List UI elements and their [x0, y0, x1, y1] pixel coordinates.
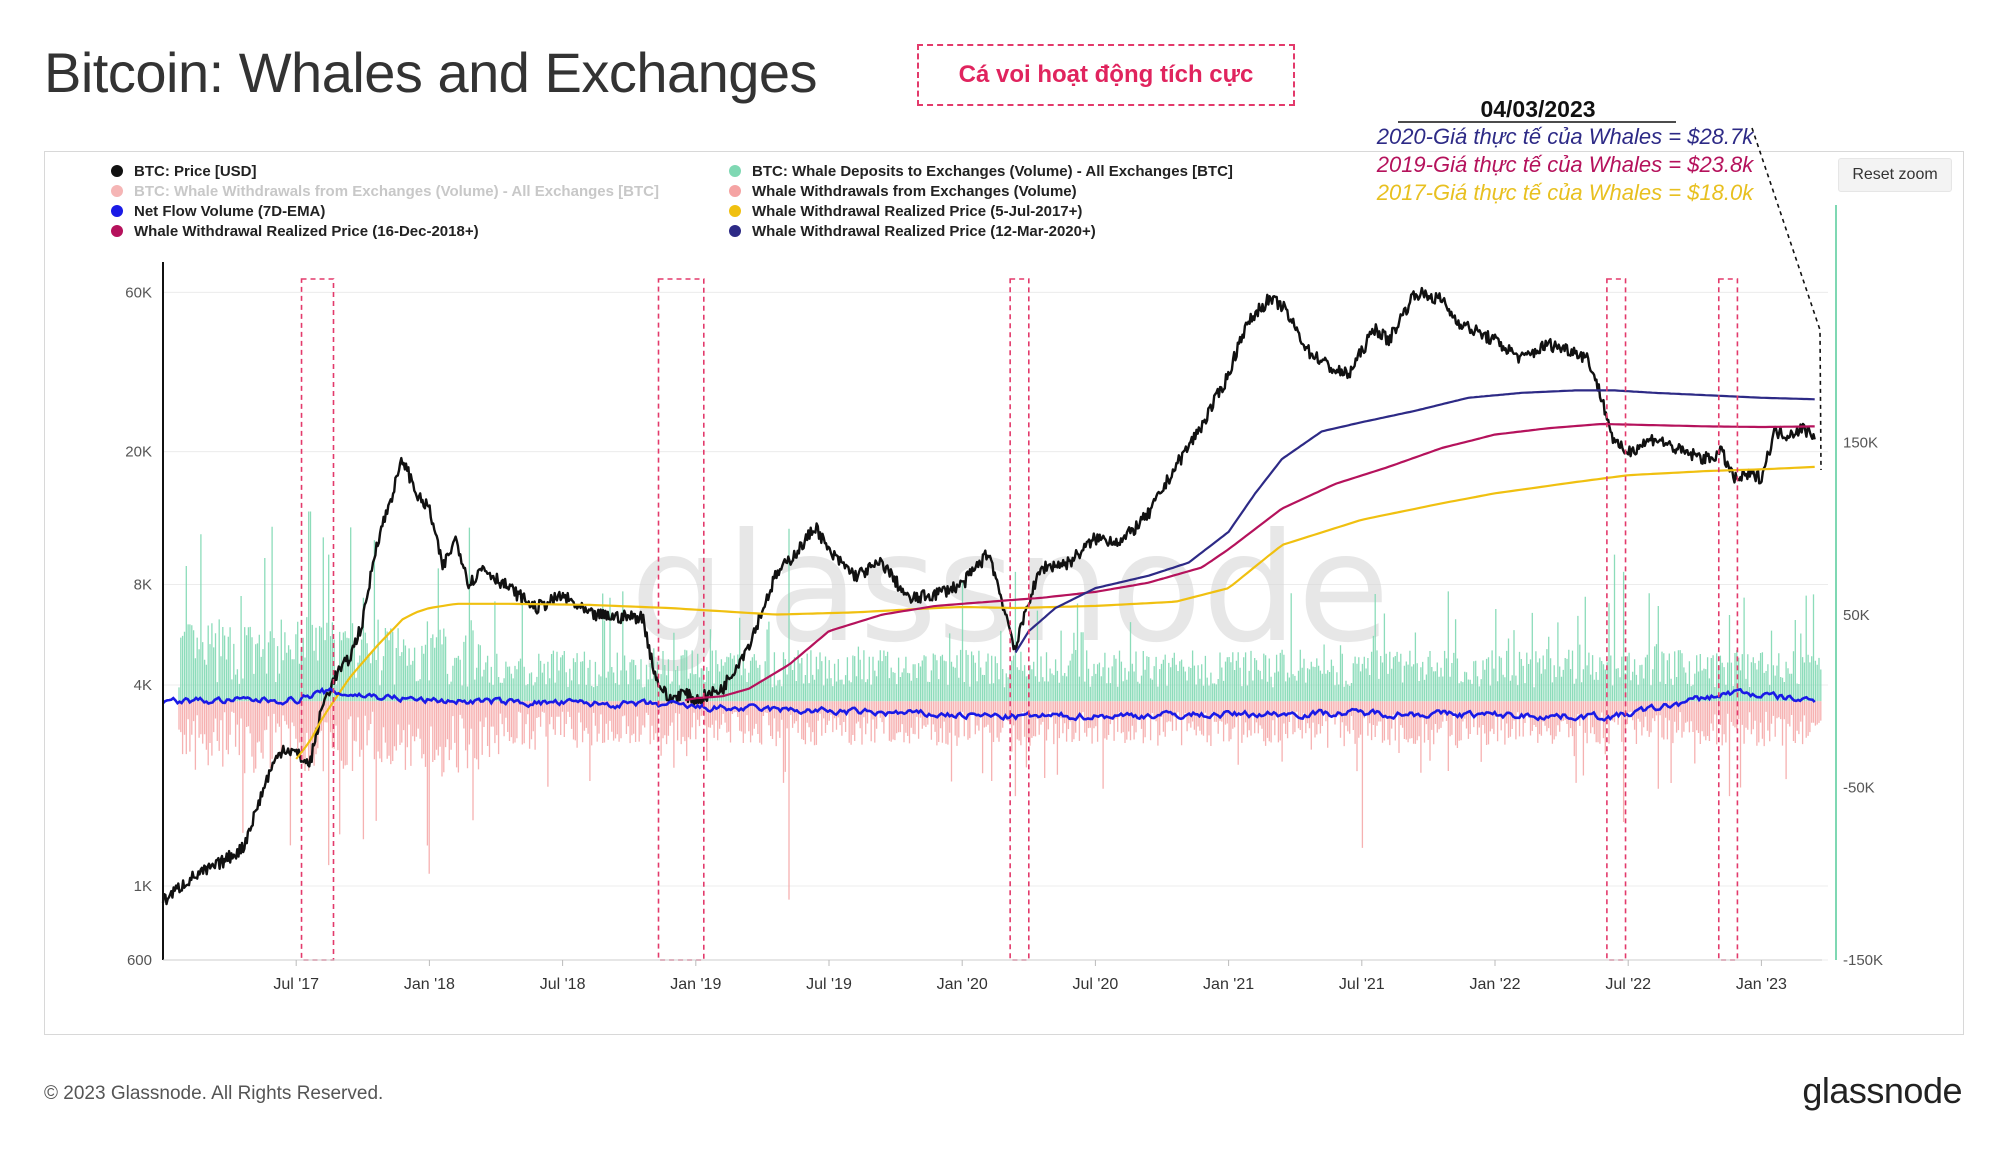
legend-item[interactable]: Net Flow Volume (7D-EMA): [134, 203, 325, 220]
annotation-date: 04/03/2023: [1480, 96, 1595, 122]
x-tick-label: Jul '22: [1605, 976, 1651, 993]
axes: 600 1K 4K 8K 20K 60K -150K -50K 50K 150K Jul '17 Ja…: [125, 205, 1883, 993]
y-left-tick-label: 4K: [134, 677, 152, 694]
y-left-tick-label: 20K: [125, 444, 152, 461]
callout-box: Cá voi hoạt động tích cực: [917, 44, 1295, 106]
annotation-line: 2019-Giá thực tế của Whales = $23.8k: [1376, 152, 1755, 177]
x-tick-label: Jan '20: [937, 976, 988, 993]
y-right-tick-label: 50K: [1843, 607, 1870, 624]
x-tick-label: Jan '18: [404, 976, 455, 993]
legend-marker: [729, 185, 741, 197]
series-lines: [161, 286, 1816, 906]
legend-item[interactable]: Whale Withdrawal Realized Price (5-Jul-2…: [752, 203, 1082, 220]
x-tick-label: Jul '20: [1073, 976, 1119, 993]
x-tick-label: Jul '21: [1339, 976, 1385, 993]
y-left-tick-label: 1K: [134, 878, 152, 895]
legend-item[interactable]: Whale Withdrawal Realized Price (12-Mar-…: [752, 223, 1096, 240]
chart-frame: [44, 151, 1964, 1035]
highlight-period: [1606, 278, 1627, 961]
annotation-line: 2017-Giá thực tế của Whales = $18.0k: [1376, 180, 1755, 205]
highlight-period: [1009, 278, 1030, 961]
legend: BTC: Price [USD] BTC: Whale Deposits to E…: [111, 163, 1233, 240]
x-tick-label: Jul '18: [540, 976, 586, 993]
y-left-tick-label: 600: [127, 952, 152, 969]
highlight-period: [300, 278, 335, 961]
whale-withdrawals-bars: [178, 701, 1822, 900]
legend-item[interactable]: BTC: Price [USD]: [134, 163, 257, 180]
legend-item[interactable]: BTC: Whale Withdrawals from Exchanges (V…: [134, 183, 659, 200]
legend-marker: [729, 225, 741, 237]
realized-price-line: [1014, 389, 1815, 654]
footer-logo: glassnode: [1802, 1070, 1962, 1111]
x-tick-label: Jan '22: [1469, 976, 1520, 993]
legend-item[interactable]: Whale Withdrawals from Exchanges (Volume…: [752, 183, 1077, 200]
legend-marker: [111, 165, 123, 177]
reset-zoom-button[interactable]: Reset zoom: [1838, 158, 1952, 192]
annotation-line: 2020-Giá thực tế của Whales = $28.7k: [1376, 124, 1755, 149]
y-left-tick-label: 60K: [125, 284, 152, 301]
x-tick-label: Jan '19: [670, 976, 721, 993]
footer-copyright: © 2023 Glassnode. All Rights Reserved.: [44, 1083, 384, 1104]
x-tick-label: Jul '17: [273, 976, 319, 993]
legend-marker: [729, 205, 741, 217]
net-flow-line: [162, 686, 1816, 722]
x-tick-label: Jan '23: [1736, 976, 1787, 993]
legend-marker: [729, 165, 741, 177]
highlight-period: [1717, 278, 1739, 961]
x-tick-label: Jan '21: [1203, 976, 1254, 993]
y-right-tick-label: -50K: [1843, 780, 1875, 797]
x-tick-label: Jul '19: [806, 976, 852, 993]
btc-price-line: [161, 286, 1816, 906]
legend-marker: [111, 225, 123, 237]
legend-marker: [111, 185, 123, 197]
realized-price-line: [684, 422, 1815, 702]
y-right-tick-label: -150K: [1843, 952, 1883, 969]
page-title: Bitcoin: Whales and Exchanges: [44, 41, 818, 104]
y-right-tick-label: 150K: [1843, 435, 1878, 452]
annotation-pointer: [1751, 127, 1822, 471]
y-left-tick-label: 8K: [134, 576, 152, 593]
volume-bars: [178, 511, 1822, 900]
legend-marker: [111, 205, 123, 217]
legend-item[interactable]: Whale Withdrawal Realized Price (16-Dec-…: [134, 223, 479, 240]
legend-item[interactable]: BTC: Whale Deposits to Exchanges (Volume…: [752, 163, 1233, 180]
